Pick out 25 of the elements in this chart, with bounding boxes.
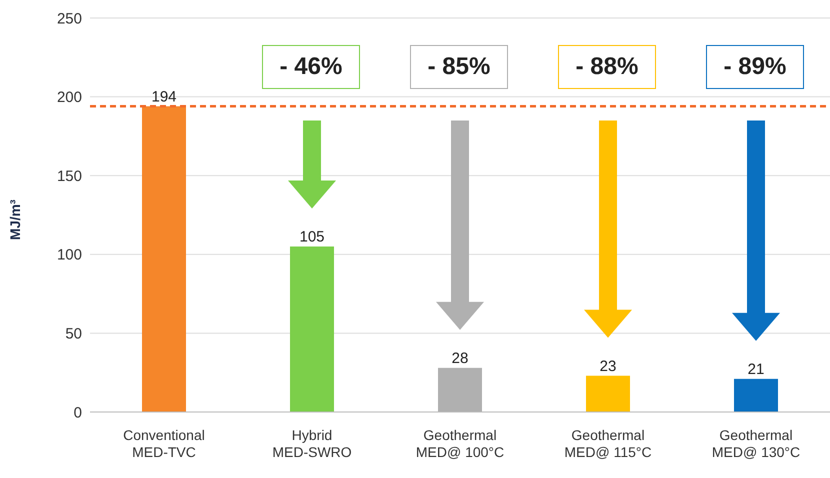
y-axis-title: MJ/m³ bbox=[6, 199, 23, 240]
data-label: 23 bbox=[600, 358, 616, 375]
annotation: - 46% bbox=[262, 45, 360, 89]
y-tick-label: 100 bbox=[56, 246, 82, 264]
x-tick-label: Hybrid MED-SWRO bbox=[272, 427, 352, 460]
annotation: - 85% bbox=[410, 45, 508, 89]
y-tick-label: 50 bbox=[65, 326, 82, 343]
x-tick-label: Geothermal MED@ 115°C bbox=[564, 427, 652, 460]
data-label: 28 bbox=[452, 350, 468, 367]
annotation: - 88% bbox=[558, 45, 656, 89]
x-tick-label: Geothermal MED@ 130°C bbox=[712, 427, 800, 460]
x-tick-label: Geothermal MED@ 100°C bbox=[416, 427, 504, 460]
bar bbox=[142, 106, 186, 412]
y-tick-label: 150 bbox=[56, 168, 82, 185]
x-tick-label: Conventional MED-TVC bbox=[123, 427, 205, 460]
y-tick-label: 200 bbox=[56, 89, 82, 106]
bar bbox=[734, 378, 778, 412]
data-label: 194 bbox=[151, 88, 177, 106]
data-label: 105 bbox=[299, 228, 325, 246]
y-tick-label: 250 bbox=[56, 10, 82, 28]
bar bbox=[290, 246, 334, 412]
y-tick-label: 0 bbox=[74, 404, 82, 422]
bar bbox=[586, 376, 630, 412]
annotation: - 89% bbox=[706, 45, 804, 89]
data-label: 21 bbox=[748, 360, 764, 378]
